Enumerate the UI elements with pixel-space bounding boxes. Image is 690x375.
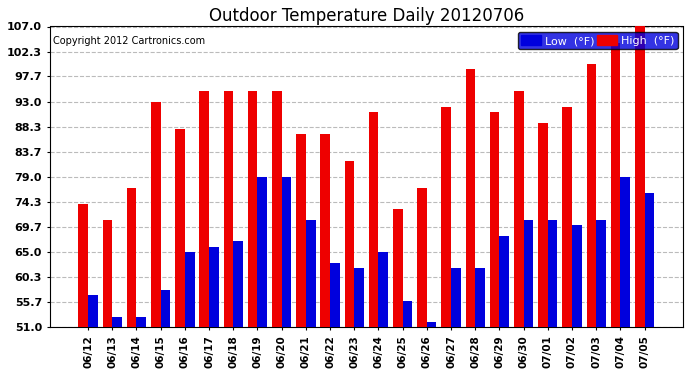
Bar <box>562 107 572 327</box>
Bar <box>233 242 243 327</box>
Bar <box>137 316 146 327</box>
Bar <box>442 107 451 327</box>
Bar <box>611 43 620 327</box>
Bar <box>402 300 413 327</box>
Bar <box>330 263 339 327</box>
Bar <box>112 316 122 327</box>
Bar <box>272 91 282 327</box>
Bar <box>620 177 630 327</box>
Bar <box>344 161 354 327</box>
Bar <box>490 112 500 327</box>
Bar <box>282 177 291 327</box>
Legend: Low  (°F), High  (°F): Low (°F), High (°F) <box>518 32 678 50</box>
Bar <box>475 268 485 327</box>
Bar <box>88 295 98 327</box>
Title: Outdoor Temperature Daily 20120706: Outdoor Temperature Daily 20120706 <box>208 7 524 25</box>
Bar <box>127 188 137 327</box>
Bar <box>354 268 364 327</box>
Bar <box>538 123 548 327</box>
Bar <box>248 91 257 327</box>
Bar <box>644 193 654 327</box>
Bar <box>417 188 427 327</box>
Bar <box>79 204 88 327</box>
Bar <box>596 220 606 327</box>
Bar <box>466 69 475 327</box>
Bar <box>514 91 524 327</box>
Bar <box>296 134 306 327</box>
Bar <box>572 225 582 327</box>
Bar <box>320 134 330 327</box>
Bar <box>427 322 437 327</box>
Bar <box>103 220 112 327</box>
Bar <box>257 177 267 327</box>
Bar <box>548 220 558 327</box>
Bar <box>185 252 195 327</box>
Bar <box>500 236 509 327</box>
Bar <box>224 91 233 327</box>
Text: Copyright 2012 Cartronics.com: Copyright 2012 Cartronics.com <box>52 36 205 45</box>
Bar <box>209 247 219 327</box>
Bar <box>451 268 461 327</box>
Bar <box>524 220 533 327</box>
Bar <box>378 252 388 327</box>
Bar <box>175 129 185 327</box>
Bar <box>586 64 596 327</box>
Bar <box>635 27 644 327</box>
Bar <box>368 112 378 327</box>
Bar <box>161 290 170 327</box>
Bar <box>199 91 209 327</box>
Bar <box>393 209 402 327</box>
Bar <box>306 220 315 327</box>
Bar <box>151 102 161 327</box>
